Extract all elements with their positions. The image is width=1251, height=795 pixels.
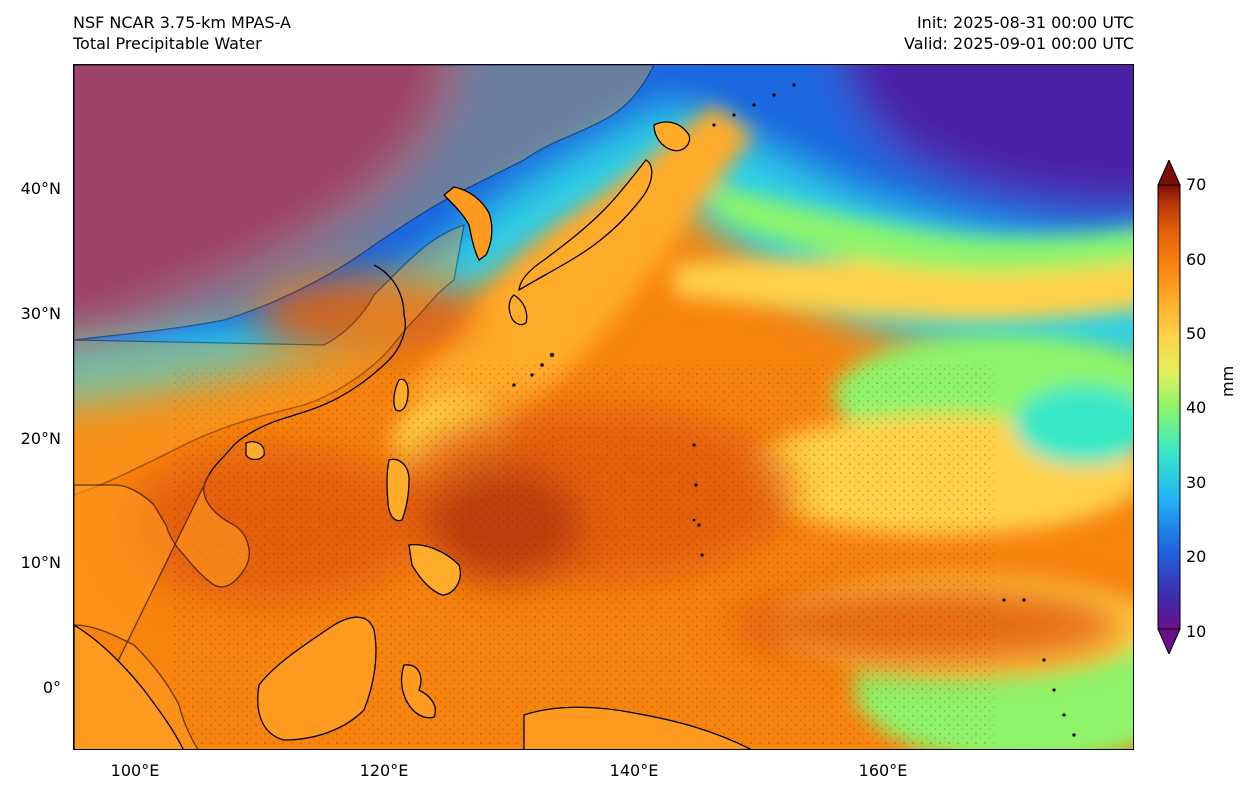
island (697, 523, 701, 527)
island (792, 83, 796, 87)
island (700, 553, 704, 557)
new-guinea (523, 706, 752, 749)
core-yangtze (254, 275, 474, 355)
island (772, 93, 776, 97)
korean-peninsula (443, 186, 493, 261)
colorbar-body (1157, 184, 1181, 630)
valid-time: Valid: 2025-09-01 00:00 UTC (903, 34, 1134, 53)
cbar-tick-60: 60 (1186, 250, 1207, 269)
cbar-tick-10: 10 (1186, 622, 1207, 641)
island (752, 103, 756, 107)
driest-air-pacific (843, 65, 1133, 208)
island (550, 353, 554, 357)
colorbar-extend-max (1157, 160, 1181, 186)
model-name: NSF NCAR 3.75-km MPAS-A (73, 13, 291, 32)
taiwan (393, 378, 409, 412)
figure-title-left: NSF NCAR 3.75-km MPAS-A Total Precipitab… (73, 12, 291, 54)
japan-hokkaido (653, 121, 691, 152)
map-panel (73, 64, 1134, 750)
cbar-tick-70: 70 (1186, 175, 1207, 194)
cbar-tick-50: 50 (1186, 324, 1207, 343)
island (1042, 658, 1046, 662)
lat-tick-30: 30°N (20, 304, 61, 323)
wavy-band-green (714, 185, 1133, 272)
lat-tick-20: 20°N (20, 429, 61, 448)
coastlines (74, 65, 752, 749)
island (1072, 733, 1076, 737)
japan-honshu (518, 159, 653, 292)
figure-title-right: Init: 2025-08-31 00:00 UTC Valid: 2025-0… (904, 12, 1134, 54)
island (712, 123, 716, 127)
borneo (257, 616, 377, 741)
cbar-tick-30: 30 (1186, 473, 1207, 492)
patch-east-cyan (1014, 385, 1133, 465)
tpw-field (74, 65, 1133, 749)
lon-tick-160: 160°E (858, 761, 908, 780)
driest-air-continent (74, 65, 454, 338)
philippines-mindanao (408, 544, 461, 596)
island (692, 518, 696, 522)
lon-tick-100: 100°E (110, 761, 160, 780)
island (530, 373, 534, 377)
island (694, 483, 698, 487)
island (1022, 598, 1026, 602)
lat-tick-40: 40°N (20, 179, 61, 198)
philippines-luzon (386, 458, 410, 522)
island (692, 443, 696, 447)
island (1052, 688, 1056, 692)
island (512, 383, 516, 387)
island (1002, 598, 1006, 602)
colorbar-unit-label: mm (1218, 365, 1237, 397)
lat-tick-0: 0° (42, 678, 61, 697)
cbar-tick-40: 40 (1186, 398, 1207, 417)
island-dots (512, 83, 1076, 737)
asian-mainland (74, 65, 655, 496)
tongue-yellow (404, 105, 754, 425)
island (1062, 713, 1066, 717)
lon-tick-120: 120°E (359, 761, 409, 780)
sulawesi (400, 664, 436, 719)
japan-kyushu (508, 294, 528, 326)
colorbar-extend-min (1157, 628, 1181, 654)
sumatra (74, 624, 184, 749)
hainan (245, 441, 265, 461)
lon-tick-140: 140°E (609, 761, 659, 780)
lat-tick-10: 10°N (20, 553, 61, 572)
init-time: Init: 2025-08-31 00:00 UTC (916, 13, 1134, 32)
coastline-china (208, 264, 406, 476)
field-name: Total Precipitable Water (73, 34, 262, 53)
cbar-tick-20: 20 (1186, 547, 1207, 566)
moist-tongue (404, 105, 1133, 425)
island (732, 113, 736, 117)
colorbar (1157, 160, 1181, 654)
island (540, 363, 544, 367)
